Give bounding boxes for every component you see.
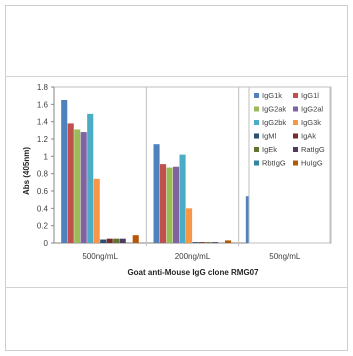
legend: IgG1k IgG1l IgG2ak IgG2al IgG2bk IgG3k IgMl IgA… <box>248 86 331 244</box>
legend-entry: IgG1k <box>262 91 282 100</box>
legend-entry: RbtIgG <box>262 159 286 168</box>
y-tick-label: 0.2 <box>37 222 49 231</box>
bar <box>186 208 193 243</box>
top-divider <box>6 76 347 77</box>
legend-entry: IgEk <box>262 145 277 154</box>
bar <box>166 167 173 243</box>
bar <box>199 242 206 243</box>
bar <box>100 239 107 243</box>
bar <box>225 240 232 243</box>
bar <box>80 132 87 243</box>
legend-swatch <box>254 147 259 152</box>
bar <box>205 242 212 243</box>
y-tick-label: 1.6 <box>37 100 49 109</box>
bar <box>153 144 160 243</box>
bar <box>173 166 180 243</box>
legend-swatch <box>254 93 259 98</box>
bar <box>93 178 100 243</box>
bar <box>179 154 186 243</box>
y-tick-label: 0 <box>44 239 49 248</box>
legend-swatch <box>293 160 298 166</box>
legend-swatch <box>293 133 298 139</box>
legend-entry: IgG2al <box>301 105 323 114</box>
legend-swatch <box>293 106 298 112</box>
x-tick-label: 200ng/mL <box>175 252 211 261</box>
bar <box>119 238 126 243</box>
legend-swatch <box>254 106 259 112</box>
legend-entry: IgG2ak <box>262 105 286 114</box>
y-tick-label: 0.4 <box>37 204 49 213</box>
legend-entry: IgG2bk <box>262 118 286 127</box>
legend-swatch <box>293 120 298 125</box>
y-tick-label: 1 <box>44 152 49 161</box>
bar <box>160 164 167 243</box>
bar <box>132 235 139 243</box>
legend-entry: IgG1l <box>301 91 319 100</box>
bar <box>106 238 113 243</box>
legend-box <box>248 86 331 244</box>
legend-swatch <box>254 120 259 125</box>
y-tick-label: 0.6 <box>37 187 49 196</box>
legend-entry: IgAk <box>301 132 316 141</box>
legend-swatch <box>293 93 298 98</box>
legend-entry: RatIgG <box>301 145 325 154</box>
y-axis: 0 0.2 0.4 0.6 0.8 1 1.2 1.4 1.6 1.8 <box>37 83 55 248</box>
bottom-divider <box>6 287 347 288</box>
y-axis-label: Abs (405nm) <box>22 147 31 195</box>
legend-entry: IgG3k <box>301 118 321 127</box>
bar <box>113 238 120 243</box>
bar <box>74 129 81 243</box>
y-tick-label: 1.2 <box>37 135 49 144</box>
y-tick-label: 0.8 <box>37 170 49 179</box>
bar <box>61 100 68 243</box>
y-tick-label: 1.4 <box>37 118 49 127</box>
legend-swatch <box>254 160 259 166</box>
bar <box>192 242 199 243</box>
figure-frame <box>5 5 348 351</box>
legend-entry: IgMl <box>262 132 277 141</box>
legend-swatch <box>293 147 298 152</box>
bar <box>87 113 94 244</box>
bar <box>67 123 74 243</box>
legend-swatch <box>254 133 259 139</box>
x-tick-label: 500ng/mL <box>82 252 118 261</box>
x-axis-label: Goat anti-Mouse IgG clone RMG07 <box>127 268 259 277</box>
legend-entry: HuIgG <box>301 159 323 168</box>
bar <box>212 242 219 243</box>
x-tick-label: 50ng/mL <box>269 252 301 261</box>
y-tick-label: 1.8 <box>37 83 49 92</box>
